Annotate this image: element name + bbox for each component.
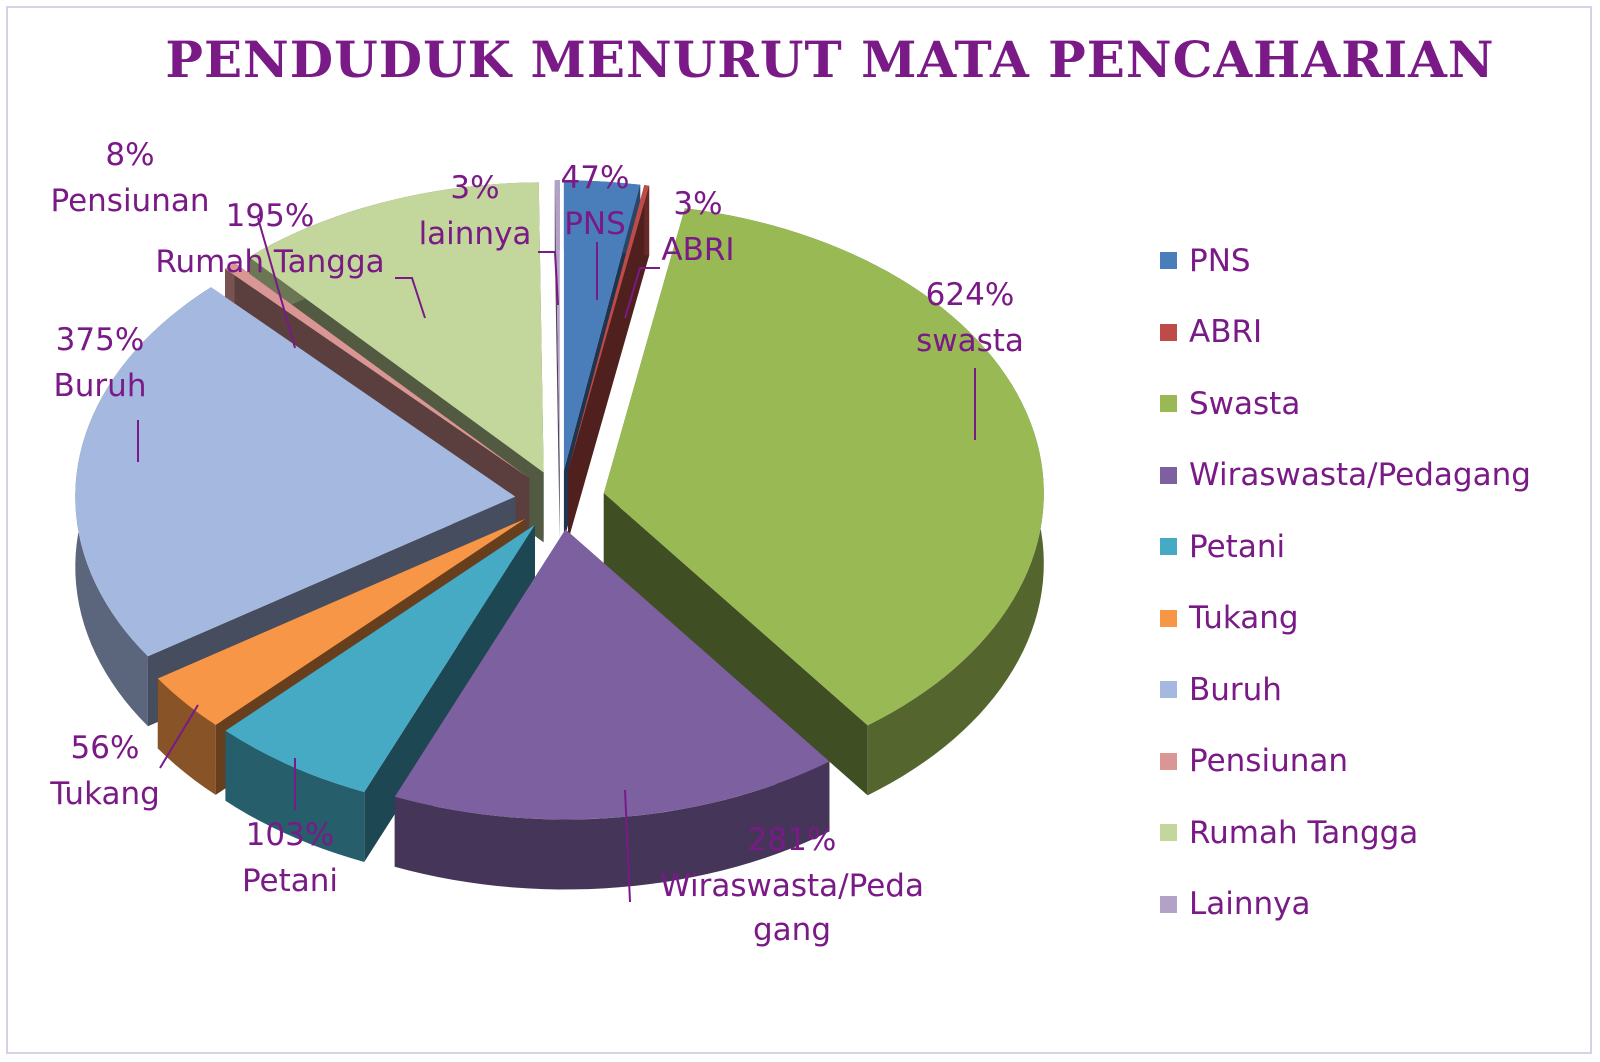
data-label-name: PNS	[564, 206, 626, 242]
data-label-name: lainnya	[419, 216, 532, 252]
data-label-buruh: 375% Buruh	[54, 322, 147, 462]
slice-top-pensiunan	[225, 262, 530, 479]
leader-line	[624, 789, 631, 903]
leader-line	[159, 704, 199, 769]
leader-line	[624, 267, 660, 319]
legend-swatch	[1160, 395, 1177, 413]
legend-item-buruh: Buruh	[1160, 654, 1531, 726]
data-label-pensiunan: 8% Pensiunan	[50, 137, 296, 349]
legend-item-lainnya: Lainnya	[1160, 869, 1531, 941]
legend-item-pns: PNS	[1160, 225, 1531, 297]
legend-item-rumah-tangga: Rumah Tangga	[1160, 797, 1531, 869]
data-label-name: Wiraswasta/Peda	[660, 868, 924, 904]
legend-swatch	[1160, 538, 1177, 556]
legend-item-tukang: Tukang	[1160, 583, 1531, 655]
data-label-name: Rumah Tangga	[155, 244, 384, 280]
legend-label: Swasta	[1189, 385, 1301, 422]
legend-label: Pensiunan	[1189, 743, 1349, 780]
legend-swatch	[1160, 681, 1177, 699]
legend-swatch	[1160, 609, 1177, 627]
leader-line	[257, 217, 296, 349]
legend-swatch	[1160, 824, 1177, 842]
data-label-value: 375%	[56, 322, 145, 358]
legend-swatch	[1160, 323, 1177, 341]
legend-label: Tukang	[1189, 600, 1299, 637]
data-label-value: 281%	[748, 822, 837, 858]
data-label-value: 195%	[226, 198, 315, 234]
data-label-value: 8%	[105, 137, 154, 173]
slice-swasta	[603, 208, 1044, 796]
legend: PNS ABRI Swasta Wiraswasta/Pedagang Petani Tu…	[1160, 225, 1531, 940]
data-label-name: swasta	[916, 323, 1024, 359]
legend-swatch	[1160, 252, 1177, 270]
data-label-swasta: 624% swasta	[916, 277, 1024, 440]
slice-top-swasta	[603, 208, 1044, 726]
data-label-wiraswasta-pedagang: 281% Wiraswasta/Peda gang	[624, 789, 924, 948]
slice-top-petani	[225, 524, 535, 792]
legend-item-petani: Petani	[1160, 511, 1531, 583]
slice-top-rumah-tangga	[248, 182, 544, 473]
pie-slices	[75, 180, 1044, 890]
data-label-name: Tukang	[49, 776, 160, 812]
legend-item-abri: ABRI	[1160, 297, 1531, 369]
data-label-abri: 3% ABRI	[624, 186, 735, 319]
legend-item-pensiunan: Pensiunan	[1160, 726, 1531, 798]
data-label-tukang: 56% Tukang	[49, 704, 199, 812]
leader-line	[395, 277, 426, 319]
slice-top-buruh	[75, 287, 516, 657]
data-label-name-2: gang	[753, 912, 831, 948]
data-label-pns: 47% PNS	[561, 160, 630, 300]
legend-label: Rumah Tangga	[1189, 814, 1419, 851]
slice-petani	[225, 524, 535, 862]
data-label-petani: 103% Petani	[242, 758, 338, 899]
data-label-value: 624%	[926, 277, 1015, 313]
legend-label: Wiraswasta/Pedagang	[1189, 457, 1531, 494]
legend-item-wiraswasta-pedagang: Wiraswasta/Pedagang	[1160, 440, 1531, 512]
slice-top-abri	[568, 185, 650, 471]
data-labels: 47% PNS 3% ABRI 624% swasta 281% Wiraswasta/Ped…	[49, 137, 1024, 948]
legend-label: Buruh	[1189, 671, 1282, 708]
data-label-value: 103%	[246, 817, 335, 853]
chart-title: PENDUDUK MENURUT MATA PENCAHARIAN	[165, 30, 1495, 89]
data-label-value: 3%	[450, 170, 499, 206]
legend-label: PNS	[1189, 242, 1251, 279]
slice-lainnya	[554, 180, 560, 541]
legend-swatch	[1160, 466, 1177, 484]
legend-item-swasta: Swasta	[1160, 368, 1531, 440]
data-label-rumah-tangga: 195% Rumah Tangga	[155, 198, 426, 319]
slice-top-wiraswasta-pedagang	[394, 529, 830, 820]
slice-abri	[568, 185, 650, 541]
legend-label: ABRI	[1189, 314, 1263, 351]
legend-swatch	[1160, 895, 1177, 913]
data-label-name: ABRI	[661, 232, 734, 268]
data-label-name: Pensiunan	[50, 183, 209, 219]
slice-wiraswasta-pedagang	[394, 529, 830, 890]
legend-swatch	[1160, 752, 1177, 770]
legend-label: Petani	[1189, 528, 1286, 565]
data-label-name: Petani	[242, 863, 338, 899]
data-label-value: 47%	[561, 160, 630, 196]
data-label-value: 56%	[71, 730, 140, 766]
legend-label: Lainnya	[1189, 886, 1311, 923]
data-label-name: Buruh	[54, 368, 147, 404]
data-label-value: 3%	[673, 186, 722, 222]
slice-top-pns	[563, 180, 641, 471]
slice-top-lainnya	[554, 180, 560, 471]
leader-line	[538, 251, 559, 306]
data-label-lainnya: 3% lainnya	[419, 170, 559, 306]
slice-top-tukang	[157, 518, 526, 725]
